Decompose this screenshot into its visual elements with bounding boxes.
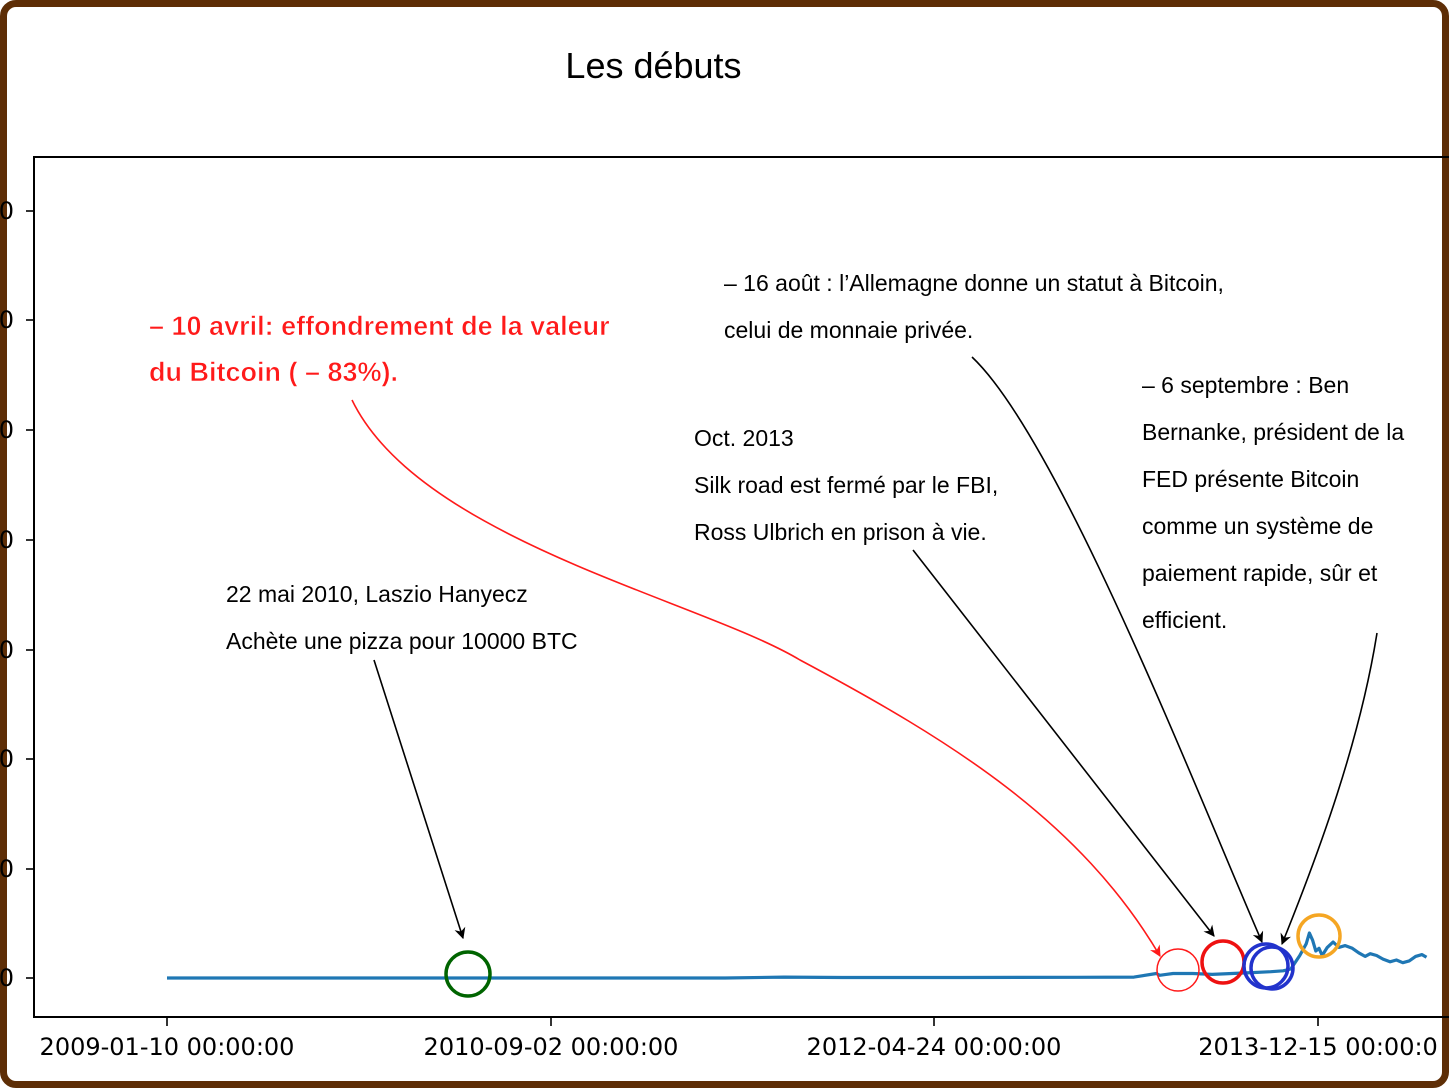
annotation-text-silkroad-0: Oct. 2013 (694, 425, 794, 451)
axes: 0 0 0 0 0 0 0 0 2009-01-10 00:00:00 2010-09-02 00… (0, 156, 1449, 1061)
annotation-text-crash-1: du Bitcoin ( – 83%). (149, 357, 398, 387)
annotation-text-bernanke-1: Bernanke, président de la (1142, 419, 1404, 445)
annotation-pizza: 22 mai 2010, Laszio Hanyecz Achète une pi… (226, 581, 578, 998)
annotation-layer: 22 mai 2010, Laszio Hanyecz Achète une pi… (149, 270, 1404, 998)
annotation-peak (1296, 913, 1342, 959)
annotation-text-allemagne-0: – 16 août : l’Allemagne donne un statut … (724, 270, 1224, 296)
annotation-crash: – 10 avril: effondrement de la valeur du … (149, 311, 1200, 992)
annotation-text-silkroad-1: Silk road est fermé par le FBI, (694, 472, 998, 498)
y-tick-label-4: 0 (0, 636, 14, 664)
annotation-circle-bernanke (1249, 945, 1295, 991)
annotation-text-pizza-1: Achète une pizza pour 10000 BTC (226, 628, 578, 654)
annotation-allemagne: – 16 août : l’Allemagne donne un statut … (724, 270, 1290, 990)
y-tick-label-7: 0 (0, 964, 14, 992)
annotation-bernanke: – 6 septembre : Ben Bernanke, président d… (1142, 372, 1404, 991)
annotation-circle-silkroad (1200, 939, 1246, 985)
annotation-circle-peak (1296, 913, 1342, 959)
annotation-text-allemagne-1: celui de monnaie privée. (724, 317, 973, 343)
y-tick-label-3: 0 (0, 526, 14, 554)
annotation-arrow-bernanke (1280, 632, 1378, 946)
annotation-text-pizza-0: 22 mai 2010, Laszio Hanyecz (226, 581, 528, 607)
annotation-text-bernanke-4: paiement rapide, sûr et (1142, 560, 1378, 586)
y-tick-label-6: 0 (0, 855, 14, 883)
annotation-arrow-crash (351, 399, 1161, 957)
y-tick-label-1: 0 (0, 306, 14, 334)
annotation-circle-crash (1156, 948, 1200, 992)
x-tick-label-1: 2010-09-02 00:00:00 (424, 1033, 679, 1061)
annotation-arrow-pizza (373, 659, 466, 940)
annotation-silkroad: Oct. 2013 Silk road est fermé par le FBI,… (694, 425, 1246, 985)
annotation-arrow-silkroad (912, 549, 1215, 937)
annotation-text-bernanke-5: efficient. (1142, 607, 1227, 633)
annotation-arrow-allemagne (971, 356, 1264, 944)
annotation-text-silkroad-2: Ross Ulbrich en prison à vie. (694, 519, 987, 545)
x-tick-label-2: 2012-04-24 00:00:00 (807, 1033, 1062, 1061)
series-line-0 (167, 931, 1428, 980)
y-tick-label-5: 0 (0, 745, 14, 773)
y-tick-label-0: 0 (0, 197, 14, 225)
series-layer (167, 931, 1428, 980)
y-tick-label-2: 0 (0, 416, 14, 444)
annotation-circle-pizza (444, 950, 492, 998)
x-tick-label-0: 2009-01-10 00:00:00 (40, 1033, 295, 1061)
annotation-text-bernanke-3: comme un système de (1142, 513, 1373, 539)
annotation-text-crash-0: – 10 avril: effondrement de la valeur (149, 311, 610, 341)
chart-title: Les débuts (565, 45, 742, 86)
x-tick-label-3: 2013-12-15 00:00:0 (1198, 1033, 1438, 1061)
annotation-text-bernanke-0: – 6 septembre : Ben (1142, 372, 1349, 398)
plot-frame (33, 156, 1449, 1018)
annotation-text-bernanke-2: FED présente Bitcoin (1142, 466, 1359, 492)
